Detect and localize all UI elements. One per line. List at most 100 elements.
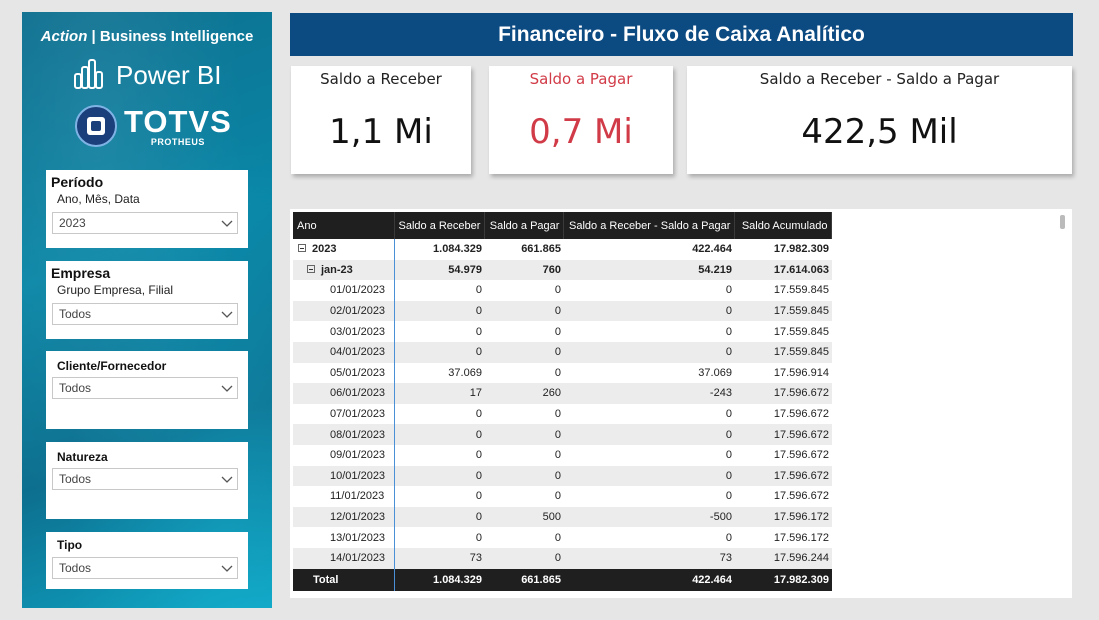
powerbi-label: Power BI — [116, 59, 222, 90]
slicer-empresa: Empresa Grupo Empresa, Filial Todos — [46, 261, 248, 339]
dropdown-value: Todos — [59, 307, 92, 321]
row-label: 04/01/2023 — [330, 346, 386, 359]
row-label-cell: 13/01/2023 — [293, 527, 395, 548]
row-label-cell[interactable]: jan-23 — [293, 259, 395, 281]
row-label-cell: 06/01/2023 — [293, 383, 395, 404]
table-cell: 0 — [563, 300, 735, 322]
table-cell: 0 — [484, 300, 564, 322]
table-cell: 17.559.845 — [734, 321, 832, 342]
card-label: Saldo a Receber — [320, 70, 442, 88]
total-cell: 661.865 — [484, 568, 564, 591]
table-cell: 0 — [394, 444, 485, 466]
row-label: 11/01/2023 — [330, 490, 385, 503]
table-cell: 0 — [563, 424, 735, 445]
table-cell: 0 — [394, 403, 485, 425]
row-label-cell[interactable]: 2023 — [293, 239, 395, 260]
column-header[interactable]: Ano — [293, 212, 395, 239]
row-label-cell: 01/01/2023 — [293, 280, 395, 301]
table-cell: 760 — [484, 259, 564, 281]
row-label: 2023 — [312, 243, 337, 256]
table-cell: 17.596.672 — [734, 403, 832, 425]
table-cell: 0 — [394, 465, 485, 487]
table-cell: 73 — [563, 547, 735, 569]
table-row: 05/01/2023 37.069 0 37.069 17.596.914 — [293, 362, 832, 384]
card-value: 422,5 Mil — [801, 112, 958, 152]
chevron-down-icon — [221, 220, 233, 227]
table-cell: 37.069 — [563, 362, 735, 384]
brand-action: Action — [40, 28, 88, 45]
table-cell: 0 — [394, 486, 485, 507]
collapse-icon[interactable] — [298, 244, 306, 253]
table-row: 11/01/2023 0 0 0 17.596.672 — [293, 486, 832, 507]
row-label-cell: 03/01/2023 — [293, 321, 395, 342]
row-label-cell: 02/01/2023 — [293, 300, 395, 322]
row-label: 14/01/2023 — [330, 552, 386, 565]
table-cell: 0 — [484, 547, 564, 569]
table-cell: 1.084.329 — [394, 239, 485, 260]
table-cell: 54.979 — [394, 259, 485, 281]
totvs-icon — [75, 105, 117, 147]
page-title: Financeiro - Fluxo de Caixa Analítico — [290, 13, 1073, 56]
table-cell: 17.596.672 — [734, 465, 832, 487]
row-label-cell: 05/01/2023 — [293, 362, 395, 384]
sidebar: Action | Business Intelligence Power BI … — [22, 12, 272, 608]
column-header[interactable]: Saldo a Pagar — [484, 212, 565, 239]
table-row: 08/01/2023 0 0 0 17.596.672 — [293, 424, 832, 445]
table-row: 14/01/2023 73 0 73 17.596.244 — [293, 547, 832, 569]
table-cell: 73 — [394, 547, 485, 569]
table-row: 09/01/2023 0 0 0 17.596.672 — [293, 444, 832, 466]
brand-bi: | Business Intelligence — [87, 28, 254, 45]
table-row: 02/01/2023 0 0 0 17.559.845 — [293, 300, 832, 322]
table-cell: 0 — [484, 403, 564, 425]
row-label-cell: 09/01/2023 — [293, 444, 395, 466]
table-row: 12/01/2023 0 500 -500 17.596.172 — [293, 506, 832, 528]
table-cell: 0 — [563, 444, 735, 466]
column-header[interactable]: Saldo a Receber - Saldo a Pagar — [563, 212, 736, 239]
table-cell: 54.219 — [563, 259, 735, 281]
table-cell: 17.596.672 — [734, 383, 832, 404]
table-cell: 0 — [484, 321, 564, 342]
totvs-name: TOTVS — [124, 103, 232, 139]
cliente-fornecedor-dropdown[interactable]: Todos — [52, 377, 238, 399]
vertical-scrollbar[interactable] — [1060, 215, 1065, 229]
slicer-natureza: Natureza Todos — [46, 442, 248, 519]
table-cell: 0 — [484, 465, 564, 487]
empresa-dropdown[interactable]: Todos — [52, 303, 238, 325]
natureza-dropdown[interactable]: Todos — [52, 468, 238, 490]
tipo-dropdown[interactable]: Todos — [52, 557, 238, 579]
collapse-icon[interactable] — [307, 264, 315, 273]
table-cell: 0 — [394, 506, 485, 528]
row-label: 05/01/2023 — [330, 366, 386, 379]
table-cell: 500 — [484, 506, 564, 528]
table-cell: 0 — [484, 527, 564, 548]
table-row: 07/01/2023 0 0 0 17.596.672 — [293, 403, 832, 425]
total-cell: 422.464 — [563, 568, 735, 591]
table-cell: 17.596.672 — [734, 444, 832, 466]
table-cell: 0 — [563, 527, 735, 548]
row-label-cell: 11/01/2023 — [293, 486, 395, 507]
row-label: 12/01/2023 — [330, 511, 386, 524]
table-cell: 0 — [394, 321, 485, 342]
table-cell: 0 — [563, 280, 735, 301]
periodo-dropdown[interactable]: 2023 — [52, 212, 238, 234]
table-cell: 17.596.172 — [734, 527, 832, 548]
slicer-tipo: Tipo Todos — [46, 532, 248, 589]
row-label: 03/01/2023 — [330, 325, 386, 338]
row-label-cell: 07/01/2023 — [293, 403, 395, 425]
slicer-title: Empresa — [51, 265, 111, 281]
table-cell: 0 — [484, 486, 564, 507]
table-cell: 0 — [394, 280, 485, 301]
column-header[interactable]: Saldo Acumulado — [734, 212, 833, 239]
table-cell: 17.596.672 — [734, 486, 832, 507]
table-cell: 17.596.172 — [734, 506, 832, 528]
row-label-cell: 14/01/2023 — [293, 547, 395, 569]
total-row: Total 1.084.329 661.865 422.464 17.982.3… — [293, 568, 832, 591]
table-cell: 0 — [484, 280, 564, 301]
total-label: Total — [293, 568, 395, 591]
totvs-sub: PROTHEUS — [150, 136, 205, 147]
card-label: Saldo a Pagar — [529, 70, 633, 88]
table-cell: 260 — [484, 383, 564, 404]
row-label: 08/01/2023 — [330, 428, 386, 441]
table-row: jan-23 54.979 760 54.219 17.614.063 — [293, 259, 832, 281]
column-header[interactable]: Saldo a Receber — [394, 212, 486, 239]
